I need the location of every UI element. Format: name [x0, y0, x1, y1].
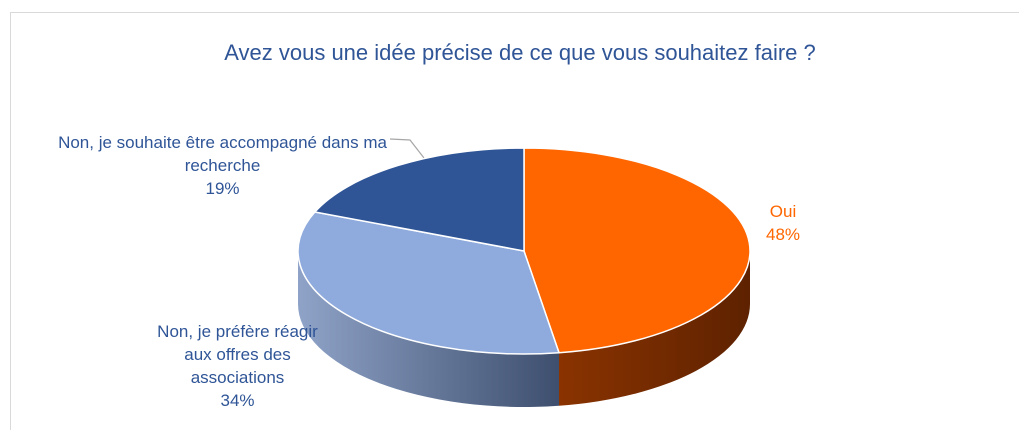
pie-slice: [523, 147, 751, 354]
pie-slice: [297, 211, 561, 355]
data-label: Oui 48%: [733, 200, 833, 246]
category-label: Non, je préfère réagir aux offres des as…: [157, 322, 318, 387]
value-label: 34%: [220, 391, 255, 410]
data-label: Non, je préfère réagir aux offres des as…: [150, 320, 325, 412]
chart-border: [10, 12, 1019, 430]
data-label: Non, je souhaite être accompagné dans ma…: [45, 131, 400, 200]
category-label: Oui: [769, 202, 797, 221]
leader-line: [389, 138, 425, 159]
pie-slice: [313, 147, 525, 252]
category-label: Non, je souhaite être accompagné dans ma…: [58, 133, 387, 175]
value-label: 19%: [205, 179, 240, 198]
value-label: 48%: [765, 225, 801, 244]
pie-slice-side: [559, 251, 750, 406]
chart-title: Avez vous une idée précise de ce que vou…: [224, 40, 816, 65]
pie-slice-side: [298, 251, 560, 407]
